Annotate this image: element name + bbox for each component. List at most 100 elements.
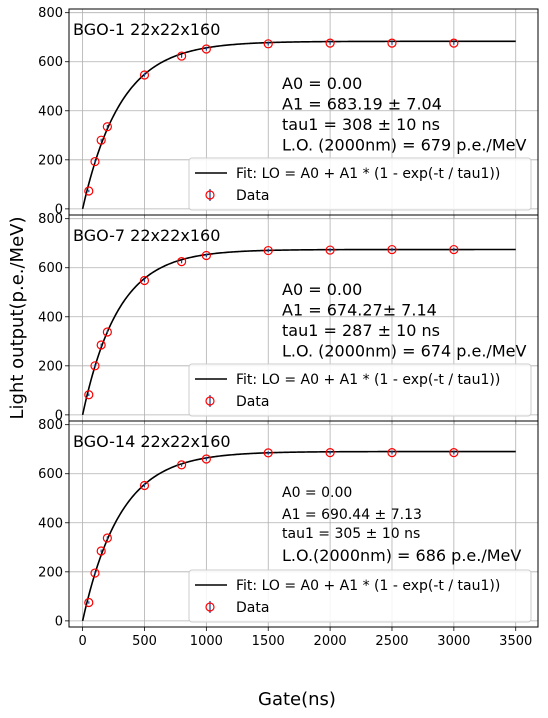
y-tick-label: 600 bbox=[38, 467, 63, 482]
annotation-line: A1 = 674.27± 7.14 bbox=[282, 301, 437, 320]
x-tick-label: 2000 bbox=[314, 634, 347, 649]
panel-1: 0 200 400 600 800 BGO-1 22x22x160 A0 = 0.00 A1 … bbox=[38, 6, 539, 219]
data-point bbox=[263, 448, 273, 458]
data-point bbox=[325, 245, 335, 255]
data-point bbox=[449, 38, 459, 48]
data-point bbox=[139, 480, 150, 491]
data-point bbox=[102, 533, 112, 543]
legend-fit-label: Fit: LO = A0 + A1 * (1 - exp(-t / tau1)) bbox=[236, 166, 500, 182]
panel-title: BGO-14 22x22x160 bbox=[73, 432, 231, 451]
data-point bbox=[96, 135, 106, 145]
data-point bbox=[139, 70, 150, 80]
data-point bbox=[84, 597, 94, 608]
data-series bbox=[84, 448, 459, 608]
legend-fit-label: Fit: LO = A0 + A1 * (1 - exp(-t / tau1)) bbox=[236, 578, 500, 594]
y-tick-label: 800 bbox=[38, 212, 63, 227]
legend: Fit: LO = A0 + A1 * (1 - exp(-t / tau1))… bbox=[188, 157, 532, 211]
y-tick-label: 800 bbox=[38, 6, 63, 21]
x-tick-label: 1500 bbox=[252, 634, 285, 649]
panel-2: 0 200 400 600 800 BGO-7 22x22x160 A0 = 0.00 A1 … bbox=[38, 212, 539, 425]
y-tick-label: 400 bbox=[38, 310, 63, 325]
data-point bbox=[201, 44, 211, 54]
panel-title: BGO-1 22x22x160 bbox=[73, 20, 220, 39]
x-tick-label: 3000 bbox=[437, 634, 470, 649]
annotation-line: tau1 = 305 ± 10 ns bbox=[282, 526, 420, 542]
annotation-line: A1 = 690.44 ± 7.13 bbox=[282, 507, 422, 523]
y-tick-label: 800 bbox=[38, 418, 63, 433]
y-tick-label: 200 bbox=[38, 565, 63, 580]
y-tick-label: 200 bbox=[38, 359, 63, 374]
panels: 0 200 400 600 800 BGO-1 22x22x160 A0 = 0.00 A1 … bbox=[38, 6, 539, 649]
data-point bbox=[263, 39, 273, 49]
x-tick-label: 1000 bbox=[190, 634, 223, 649]
legend-data-label: Data bbox=[236, 394, 269, 410]
annotation-line: L.O.(2000nm) = 686 p.e./MeV bbox=[282, 546, 521, 565]
legend-box bbox=[188, 363, 532, 417]
data-point bbox=[90, 568, 100, 578]
data-point bbox=[201, 250, 211, 261]
data-point bbox=[325, 38, 335, 48]
panel-title: BGO-7 22x22x160 bbox=[73, 226, 220, 245]
x-tick-label: 2500 bbox=[375, 634, 408, 649]
annotation-line: L.O. (2000nm) = 679 p.e./MeV bbox=[282, 136, 526, 155]
data-point bbox=[90, 156, 100, 167]
annotation-line: A0 = 0.00 bbox=[282, 280, 362, 299]
data-point bbox=[84, 390, 94, 400]
data-point bbox=[387, 38, 397, 48]
legend-data-label: Data bbox=[236, 600, 269, 616]
y-tick-label: 0 bbox=[55, 202, 63, 217]
legend-data-label: Data bbox=[236, 188, 269, 204]
legend-marker-swatch bbox=[205, 602, 215, 612]
data-point bbox=[96, 546, 106, 556]
annotation-line: A1 = 683.19 ± 7.04 bbox=[282, 95, 442, 114]
annotation-line: A0 = 0.00 bbox=[282, 74, 362, 93]
annotation-line: A0 = 0.00 bbox=[282, 485, 352, 501]
data-point bbox=[84, 186, 94, 196]
legend-box bbox=[188, 157, 532, 211]
legend-marker-swatch bbox=[205, 396, 215, 406]
x-tick-label: 500 bbox=[132, 634, 157, 649]
data-point bbox=[139, 275, 150, 286]
y-tick-label: 0 bbox=[55, 408, 63, 423]
data-point bbox=[102, 327, 112, 337]
fit-line bbox=[81, 40, 516, 210]
y-tick-label: 600 bbox=[38, 55, 63, 70]
annotation-line: L.O. (2000nm) = 674 p.e./MeV bbox=[282, 342, 526, 361]
data-point bbox=[96, 340, 106, 350]
x-axis-label: Gate(ns) bbox=[258, 689, 336, 710]
data-point bbox=[449, 448, 459, 458]
y-tick-label: 0 bbox=[55, 614, 63, 629]
y-tick-label: 400 bbox=[38, 104, 63, 119]
axes-frame bbox=[68, 420, 539, 628]
y-tick-label: 400 bbox=[38, 516, 63, 531]
y-tick-label: 200 bbox=[38, 153, 63, 168]
data-point bbox=[263, 245, 273, 256]
fit-annotations: A0 = 0.00 A1 = 690.44 ± 7.13 tau1 = 305 ± … bbox=[282, 485, 521, 565]
data-series bbox=[84, 38, 459, 196]
legend: Fit: LO = A0 + A1 * (1 - exp(-t / tau1))… bbox=[188, 363, 532, 417]
data-point bbox=[90, 361, 100, 371]
data-point bbox=[449, 244, 459, 255]
data-point bbox=[325, 448, 335, 458]
data-point bbox=[201, 454, 211, 464]
fit-line bbox=[81, 248, 516, 416]
legend-marker-swatch bbox=[205, 190, 215, 200]
fit-line bbox=[81, 450, 516, 622]
data-point bbox=[177, 51, 187, 61]
data-series bbox=[84, 244, 459, 400]
y-axis-label: Light output(p.e./MeV) bbox=[7, 217, 28, 420]
data-point bbox=[102, 122, 112, 132]
legend-box bbox=[188, 569, 532, 623]
data-point bbox=[387, 244, 397, 255]
legend: Fit: LO = A0 + A1 * (1 - exp(-t / tau1))… bbox=[188, 569, 532, 623]
panel-3: 0 200 400 600 800 0 500 1000 1500 2000 2500 3000 350… bbox=[38, 418, 539, 649]
data-point bbox=[177, 460, 187, 470]
annotation-line: tau1 = 308 ± 10 ns bbox=[282, 115, 440, 134]
y-tick-label: 600 bbox=[38, 261, 63, 276]
data-point bbox=[387, 448, 397, 458]
x-tick-label: 3500 bbox=[499, 634, 532, 649]
legend-fit-label: Fit: LO = A0 + A1 * (1 - exp(-t / tau1)) bbox=[236, 372, 500, 388]
